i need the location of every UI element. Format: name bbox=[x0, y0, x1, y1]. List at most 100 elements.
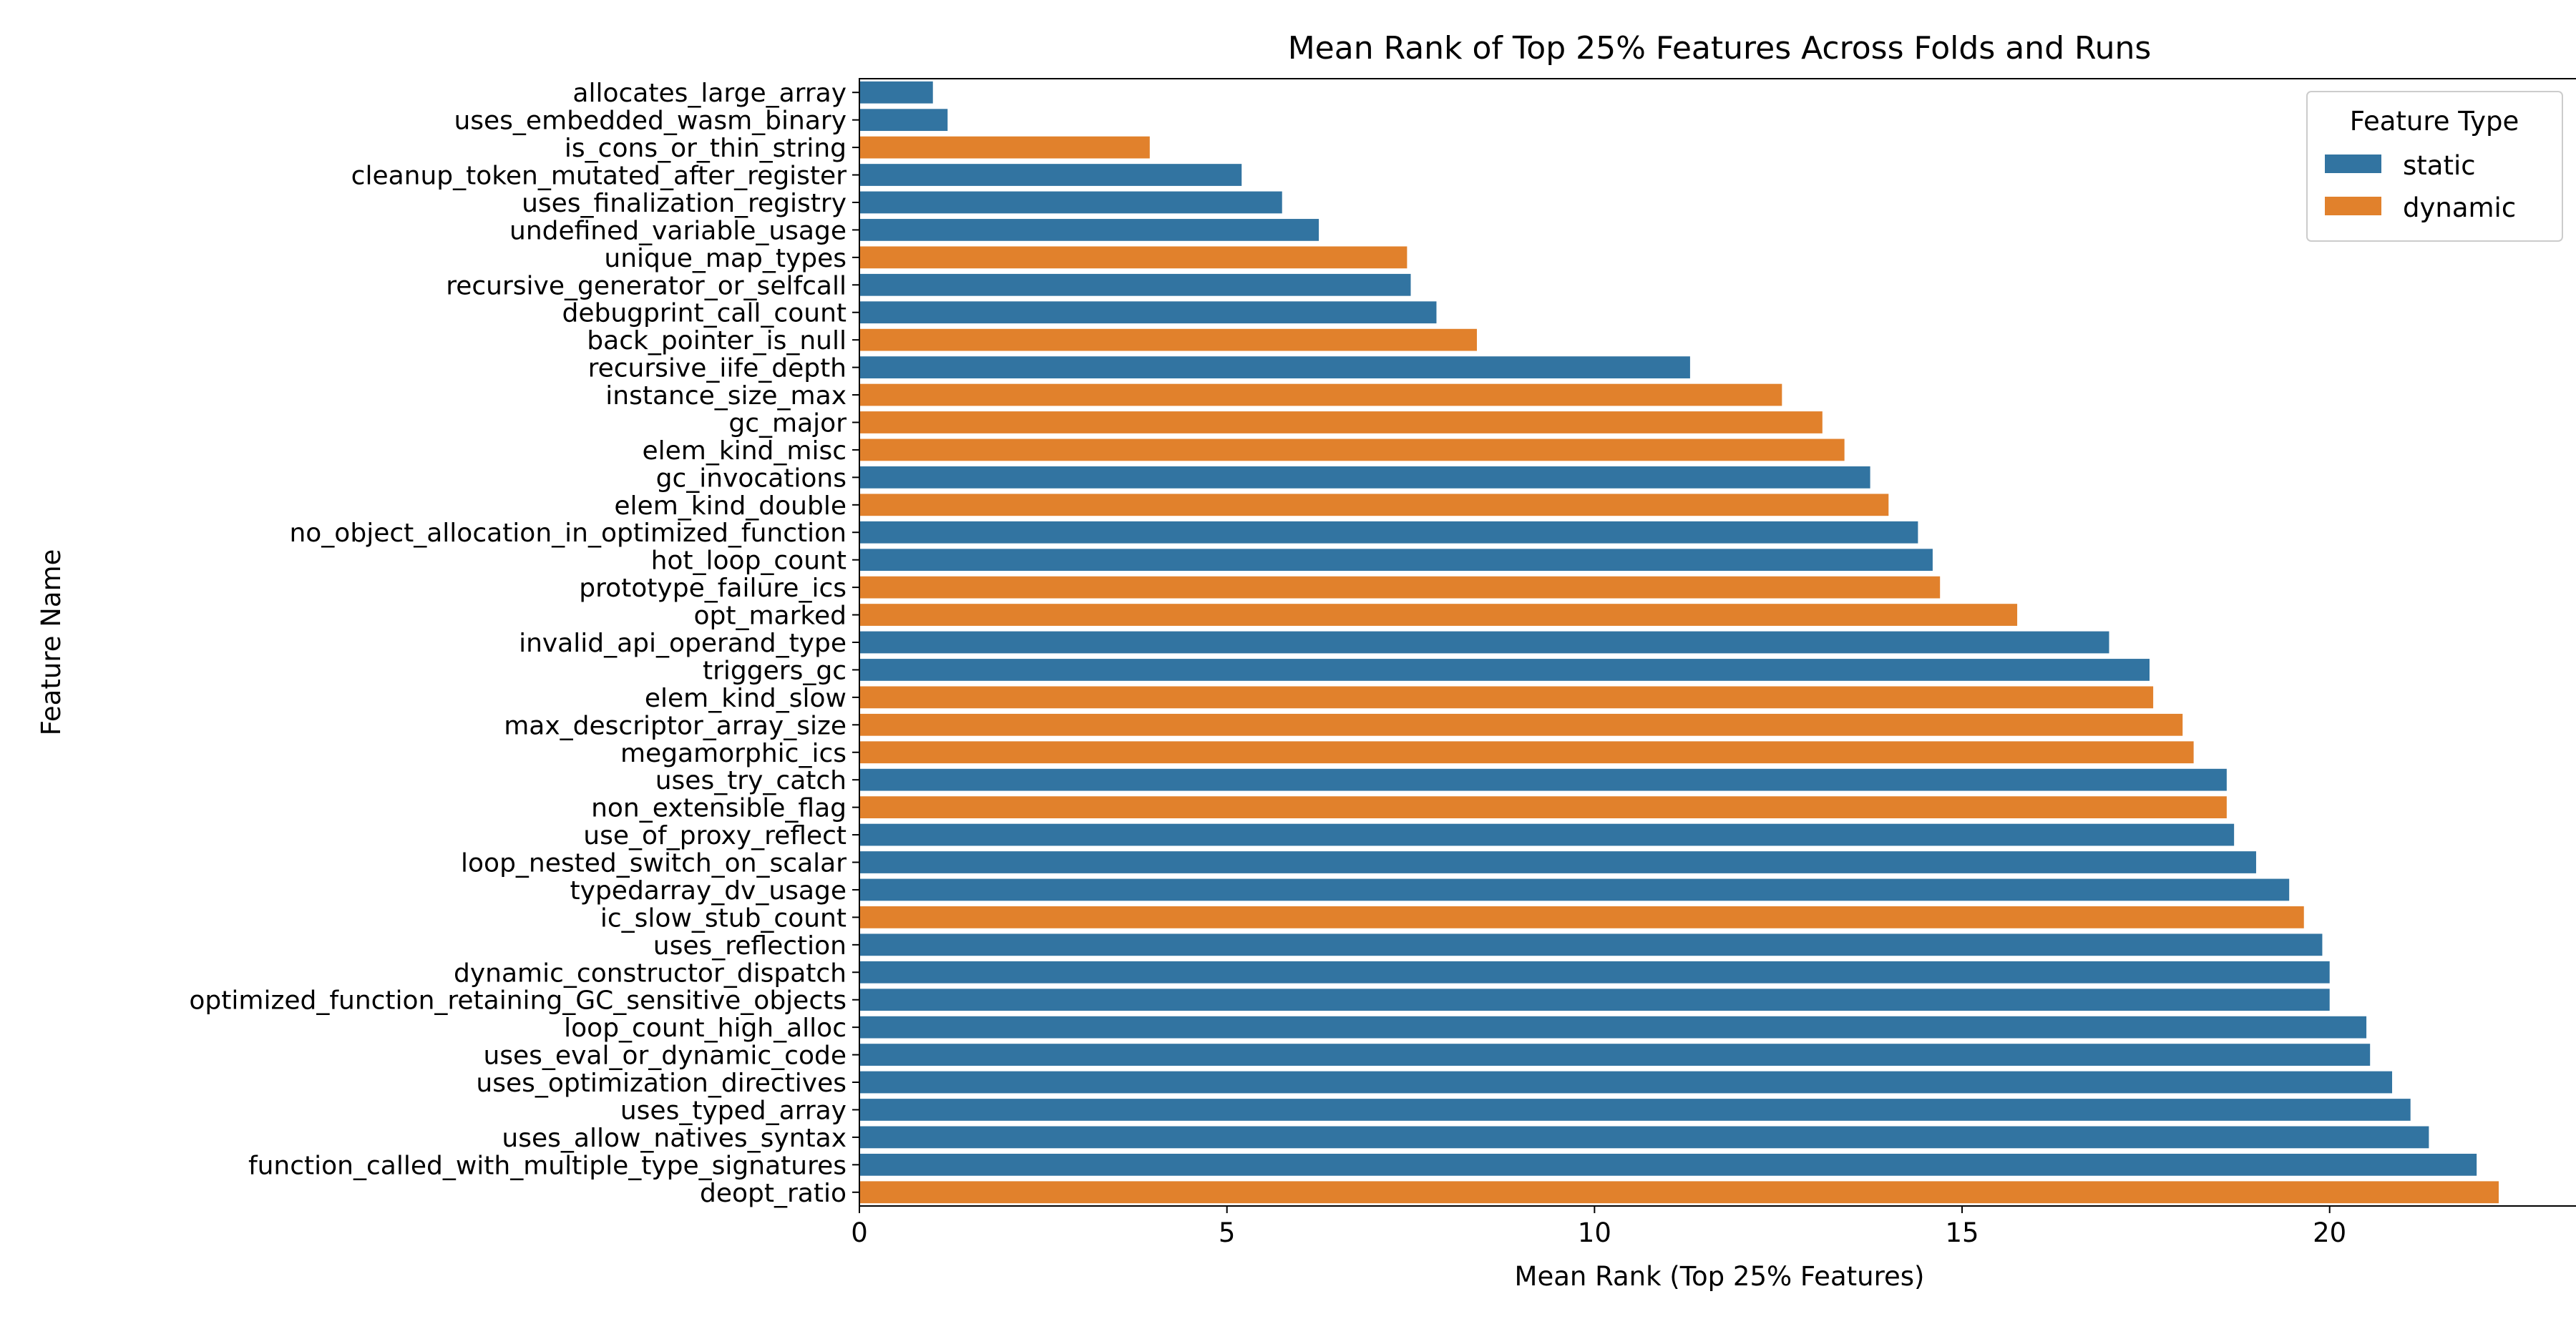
y-tick-label: loop_count_high_alloc bbox=[564, 1014, 847, 1043]
bar-invalid-api-operand-type bbox=[859, 631, 2109, 654]
legend-title: Feature Type bbox=[2350, 106, 2519, 137]
bar-cleanup-token-mutated-after-register bbox=[859, 164, 1242, 186]
bar-debugprint-call-count bbox=[859, 301, 1437, 324]
y-tick-label: back_pointer_is_null bbox=[587, 326, 847, 356]
bars-layer bbox=[859, 81, 2499, 1204]
y-tick-label: elem_kind_slow bbox=[645, 684, 847, 713]
y-tick-label: typedarray_dv_usage bbox=[570, 876, 847, 906]
y-tick-label: optimized_function_retaining_GC_sensitiv… bbox=[189, 986, 847, 1016]
bar-megamorphic-ics bbox=[859, 741, 2194, 764]
plot-frame bbox=[859, 78, 2576, 1207]
legend-label-dynamic: dynamic bbox=[2403, 192, 2516, 223]
bar-max-descriptor-array-size bbox=[859, 713, 2183, 736]
x-tick-label: 10 bbox=[1578, 1217, 1611, 1248]
y-tick-labels: allocates_large_arrayuses_embedded_wasm_… bbox=[189, 79, 859, 1208]
y-tick-label: uses_reflection bbox=[653, 931, 847, 961]
y-tick-label: recursive_generator_or_selfcall bbox=[446, 271, 847, 300]
y-tick-label: non_extensible_flag bbox=[591, 794, 847, 823]
bar-prototype-failure-ics bbox=[859, 576, 1941, 599]
y-tick-label: debugprint_call_count bbox=[562, 299, 847, 328]
bar-recursive-iife-depth bbox=[859, 356, 1690, 378]
bar-is-cons-or-thin-string bbox=[859, 136, 1150, 159]
y-tick-label: uses_try_catch bbox=[655, 766, 847, 795]
bar-gc-major bbox=[859, 411, 1823, 433]
x-axis: 0 5 10 15 20 bbox=[851, 1206, 2346, 1248]
bar-deopt-ratio bbox=[859, 1181, 2499, 1204]
bar-ic-slow-stub-count bbox=[859, 906, 2304, 928]
legend-label-static: static bbox=[2403, 150, 2476, 181]
y-tick-label: gc_major bbox=[728, 408, 847, 438]
bar-uses-allow-natives-syntax bbox=[859, 1126, 2429, 1149]
y-tick-label: undefined_variable_usage bbox=[509, 216, 847, 245]
y-tick-label: uses_eval_or_dynamic_code bbox=[483, 1041, 847, 1071]
y-tick-label: hot_loop_count bbox=[651, 546, 847, 576]
x-axis-label: Mean Rank (Top 25% Features) bbox=[1515, 1261, 1925, 1292]
bar-unique-map-types bbox=[859, 246, 1407, 269]
legend-swatch-dynamic bbox=[2325, 197, 2381, 215]
bar-use-of-proxy-reflect bbox=[859, 823, 2235, 846]
bar-optimized-function-retaining-gc-sensitive-objects bbox=[859, 989, 2330, 1011]
bar-uses-eval-or-dynamic-code bbox=[859, 1044, 2371, 1066]
bar-function-called-with-multiple-type-signatures bbox=[859, 1153, 2477, 1176]
y-tick-label: use_of_proxy_reflect bbox=[583, 821, 847, 850]
y-tick-label: no_object_allocation_in_optimized_functi… bbox=[289, 519, 847, 548]
legend-swatch-static bbox=[2325, 155, 2381, 173]
x-tick-label: 0 bbox=[851, 1217, 868, 1248]
y-tick-label: ic_slow_stub_count bbox=[600, 903, 847, 933]
y-tick-label: recursive_iife_depth bbox=[588, 354, 847, 383]
y-tick-label: uses_typed_array bbox=[620, 1096, 847, 1125]
y-tick-label: gc_invocations bbox=[656, 464, 847, 493]
x-tick-label: 5 bbox=[1219, 1217, 1236, 1248]
bar-dynamic-constructor-dispatch bbox=[859, 961, 2330, 984]
x-tick-label: 20 bbox=[2313, 1217, 2346, 1248]
y-tick-label: uses_finalization_registry bbox=[522, 189, 847, 218]
y-tick-label: function_called_with_multiple_type_signa… bbox=[248, 1151, 847, 1180]
bar-elem-kind-misc bbox=[859, 438, 1845, 461]
y-tick-label: loop_nested_switch_on_scalar bbox=[461, 849, 847, 878]
bar-loop-count-high-alloc bbox=[859, 1016, 2367, 1039]
bar-uses-try-catch bbox=[859, 768, 2227, 791]
bar-non-extensible-flag bbox=[859, 796, 2227, 819]
y-tick-label: opt_marked bbox=[694, 602, 847, 631]
bar-hot-loop-count bbox=[859, 549, 1933, 572]
bar-uses-finalization-registry bbox=[859, 191, 1282, 214]
y-tick-label: max_descriptor_array_size bbox=[504, 711, 847, 740]
bar-uses-typed-array bbox=[859, 1099, 2411, 1121]
y-tick-label: instance_size_max bbox=[605, 381, 847, 411]
bar-triggers-gc bbox=[859, 659, 2150, 681]
x-tick-label: 15 bbox=[1945, 1217, 1979, 1248]
bar-opt-marked bbox=[859, 604, 2018, 626]
y-tick-label: dynamic_constructor_dispatch bbox=[454, 958, 847, 988]
chart-title: Mean Rank of Top 25% Features Across Fol… bbox=[1288, 30, 2152, 67]
y-tick-label: elem_kind_misc bbox=[642, 436, 847, 466]
y-tick-label: prototype_failure_ics bbox=[579, 574, 847, 603]
y-axis-label: Feature Name bbox=[36, 549, 67, 736]
y-tick-label: uses_embedded_wasm_binary bbox=[454, 107, 847, 136]
y-tick-label: uses_optimization_directives bbox=[476, 1069, 847, 1098]
y-tick-label: is_cons_or_thin_string bbox=[565, 134, 847, 163]
bar-elem-kind-double bbox=[859, 494, 1889, 516]
bar-loop-nested-switch-on-scalar bbox=[859, 851, 2256, 873]
legend: Feature Type static dynamic bbox=[2306, 91, 2563, 242]
bar-uses-embedded-wasm-binary bbox=[859, 109, 948, 132]
y-tick-label: triggers_gc bbox=[703, 656, 847, 685]
bar-uses-reflection bbox=[859, 933, 2323, 956]
y-tick-label: megamorphic_ics bbox=[620, 739, 847, 768]
y-tick-label: unique_map_types bbox=[604, 244, 847, 273]
y-tick-label: allocates_large_array bbox=[572, 79, 847, 108]
bar-no-object-allocation-in-optimized-function bbox=[859, 521, 1918, 544]
bar-elem-kind-slow bbox=[859, 686, 2154, 709]
bar-gc-invocations bbox=[859, 466, 1870, 489]
bar-instance-size-max bbox=[859, 383, 1782, 406]
bar-uses-optimization-directives bbox=[859, 1071, 2393, 1094]
bar-recursive-generator-or-selfcall bbox=[859, 273, 1411, 296]
bar-allocates-large-array bbox=[859, 81, 933, 104]
y-tick-label: invalid_api_operand_type bbox=[519, 629, 847, 658]
y-tick-label: cleanup_token_mutated_after_register bbox=[351, 162, 847, 191]
y-tick-label: elem_kind_double bbox=[614, 491, 847, 521]
bar-typedarray-dv-usage bbox=[859, 878, 2290, 901]
y-tick-label: uses_allow_natives_syntax bbox=[502, 1124, 847, 1153]
y-tick-label: deopt_ratio bbox=[700, 1179, 847, 1208]
bar-undefined-variable-usage bbox=[859, 219, 1319, 241]
